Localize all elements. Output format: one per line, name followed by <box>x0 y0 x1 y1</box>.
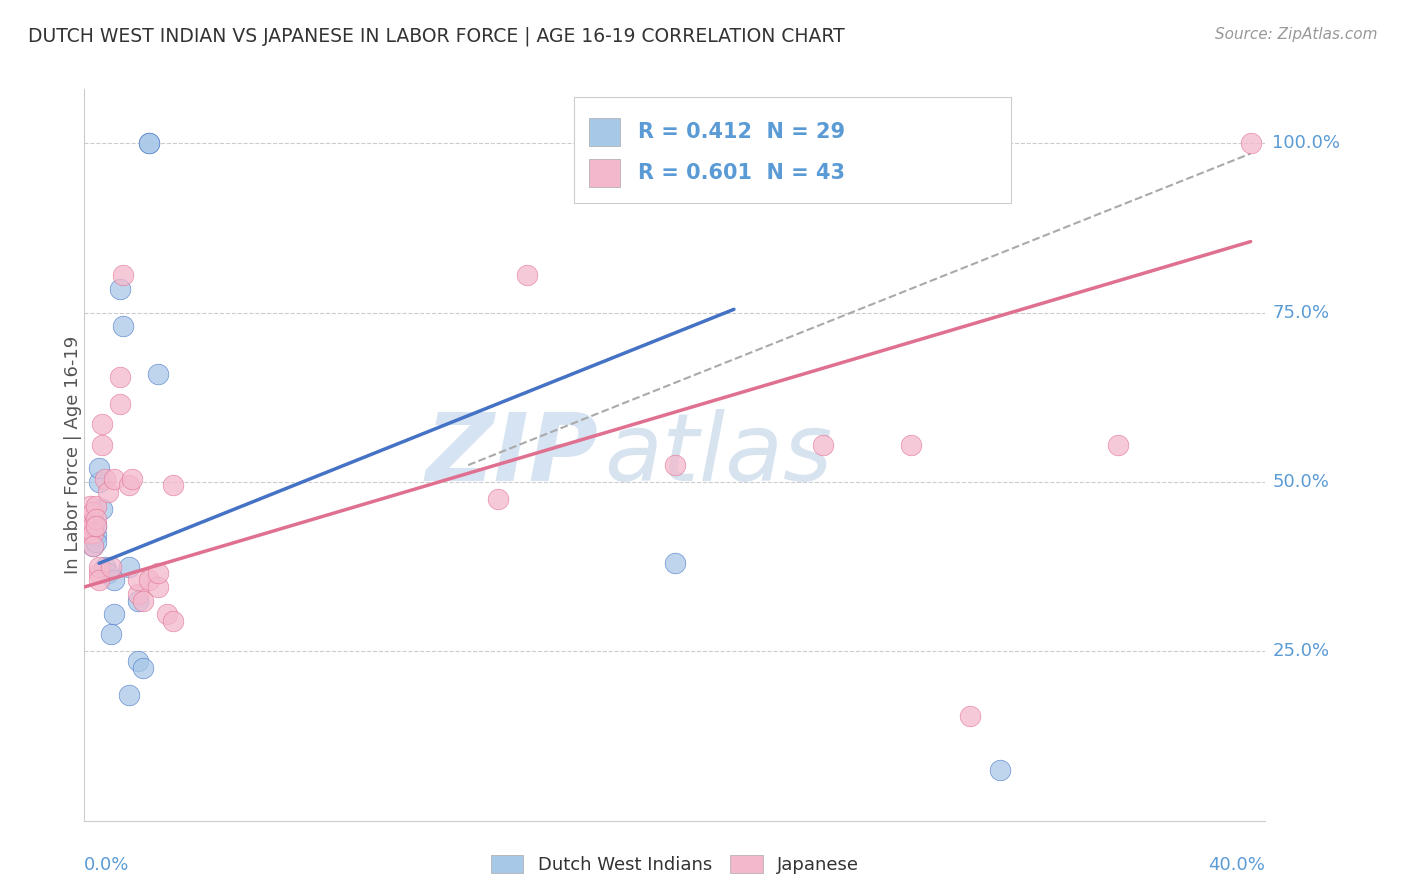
Point <box>121 472 143 486</box>
Point <box>664 458 686 472</box>
Point <box>76 529 98 543</box>
Point <box>959 708 981 723</box>
Point <box>91 502 114 516</box>
Point <box>127 587 149 601</box>
Point <box>516 268 538 283</box>
Text: 40.0%: 40.0% <box>1209 856 1265 874</box>
Point <box>87 559 111 574</box>
Text: 0.0%: 0.0% <box>84 856 129 874</box>
Point <box>900 438 922 452</box>
Point <box>82 539 104 553</box>
Text: 100.0%: 100.0% <box>1272 135 1340 153</box>
Text: 25.0%: 25.0% <box>1272 642 1330 660</box>
Point <box>148 580 170 594</box>
Point <box>118 478 141 492</box>
Point <box>162 614 184 628</box>
Point <box>103 607 125 621</box>
FancyBboxPatch shape <box>589 118 620 145</box>
Point <box>138 573 160 587</box>
Point <box>82 525 104 540</box>
Point <box>103 573 125 587</box>
Point <box>486 491 509 506</box>
Text: DUTCH WEST INDIAN VS JAPANESE IN LABOR FORCE | AGE 16-19 CORRELATION CHART: DUTCH WEST INDIAN VS JAPANESE IN LABOR F… <box>28 27 845 46</box>
Text: 50.0%: 50.0% <box>1272 473 1329 491</box>
Point <box>87 475 111 489</box>
Point <box>127 655 149 669</box>
Text: Source: ZipAtlas.com: Source: ZipAtlas.com <box>1215 27 1378 42</box>
Text: R = 0.601  N = 43: R = 0.601 N = 43 <box>638 163 845 184</box>
Point <box>100 627 122 641</box>
Point <box>87 461 111 475</box>
Text: R = 0.412  N = 29: R = 0.412 N = 29 <box>638 121 845 142</box>
Point <box>127 573 149 587</box>
Point <box>82 506 104 520</box>
Point <box>118 689 141 703</box>
Point <box>82 539 104 553</box>
FancyBboxPatch shape <box>589 160 620 187</box>
Point <box>148 566 170 581</box>
Point <box>79 512 101 526</box>
Point <box>138 136 160 151</box>
Point <box>138 136 160 151</box>
Point <box>1240 136 1263 151</box>
Point <box>664 556 686 570</box>
Point <box>108 370 131 384</box>
Point <box>79 523 101 537</box>
Text: 75.0%: 75.0% <box>1272 303 1330 322</box>
Point <box>84 512 107 526</box>
Point <box>811 438 834 452</box>
Point <box>97 566 120 581</box>
Point <box>91 417 114 432</box>
Point <box>79 525 101 540</box>
Point <box>84 499 107 513</box>
Legend: Dutch West Indians, Japanese: Dutch West Indians, Japanese <box>484 847 866 881</box>
Point <box>84 534 107 549</box>
Point <box>94 472 117 486</box>
Point <box>108 282 131 296</box>
Point <box>111 268 134 283</box>
Point <box>111 319 134 334</box>
Point <box>94 559 117 574</box>
Point <box>103 472 125 486</box>
Point <box>87 573 111 587</box>
Point <box>132 661 155 675</box>
Point <box>162 478 184 492</box>
Point <box>100 559 122 574</box>
Point <box>127 593 149 607</box>
Point <box>82 525 104 540</box>
Point <box>1107 438 1129 452</box>
Point <box>97 485 120 500</box>
Point <box>108 397 131 411</box>
Point <box>76 525 98 540</box>
Point <box>87 566 111 581</box>
Point <box>988 763 1011 777</box>
Point <box>82 516 104 530</box>
Text: atlas: atlas <box>605 409 832 500</box>
Point <box>132 593 155 607</box>
Point <box>156 607 179 621</box>
Point <box>91 438 114 452</box>
Point <box>76 519 98 533</box>
Point <box>84 519 107 533</box>
Point <box>79 533 101 547</box>
Y-axis label: In Labor Force | Age 16-19: In Labor Force | Age 16-19 <box>65 335 82 574</box>
Point <box>84 528 107 542</box>
Point <box>84 519 107 533</box>
Point <box>118 559 141 574</box>
Text: ZIP: ZIP <box>425 409 598 501</box>
Point <box>148 367 170 381</box>
Point <box>79 499 101 513</box>
Point <box>82 519 104 533</box>
FancyBboxPatch shape <box>575 96 1011 202</box>
